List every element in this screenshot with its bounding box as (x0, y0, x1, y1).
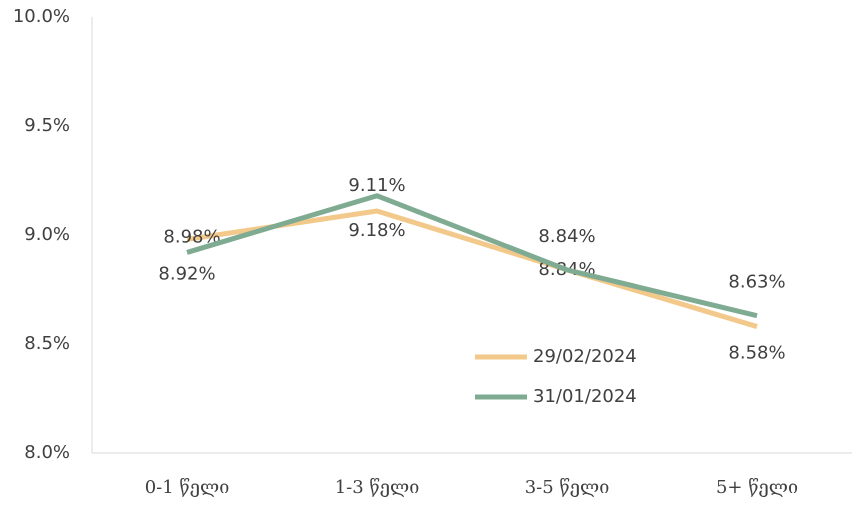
y-tick-label: 8.0% (24, 442, 70, 463)
data-label: 8.98% (163, 226, 220, 247)
y-tick-label: 9.5% (24, 115, 70, 136)
data-label: 8.63% (728, 272, 785, 293)
x-tick-label: 5+ წელი (716, 477, 798, 498)
y-tick-label: 9.0% (24, 224, 70, 245)
legend-label: 31/01/2024 (533, 386, 637, 407)
x-tick-label: 0-1 წელი (145, 477, 230, 498)
data-label: 9.18% (348, 220, 405, 241)
series-line (186, 193, 758, 319)
data-label: 9.11% (348, 175, 405, 196)
x-tick-label: 1-3 წელი (335, 477, 420, 498)
y-tick-label: 8.5% (24, 333, 70, 354)
data-label: 8.58% (728, 343, 785, 364)
data-label: 8.92% (158, 263, 215, 284)
x-tick-label: 3-5 წელი (525, 477, 610, 498)
legend-label: 29/02/2024 (533, 346, 637, 367)
y-tick-label: 10.0% (13, 6, 70, 27)
data-label: 8.84% (538, 226, 595, 247)
